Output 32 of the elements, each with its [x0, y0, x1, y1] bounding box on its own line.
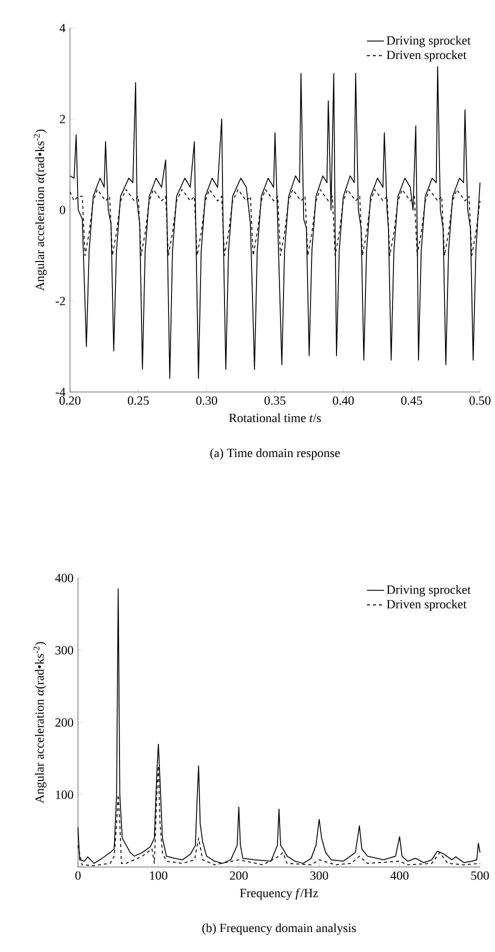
- x-tick-label: 300: [310, 871, 328, 880]
- x-tick-label: 400: [390, 871, 409, 880]
- legend-label: Driven sprocket: [386, 50, 466, 62]
- text: (b) Frequency domain analysis: [202, 923, 356, 935]
- x-tick-label: 0.50: [470, 396, 490, 405]
- y-tick-label: 2: [60, 114, 65, 124]
- text: (a) Time domain response: [210, 448, 340, 460]
- y-tick-label: 4: [60, 24, 66, 32]
- x-tick-label: 0: [75, 871, 81, 880]
- legend-label: Driving sprocket: [386, 585, 471, 596]
- x-tick-label: 0.35: [264, 396, 286, 405]
- y-axis-title: Angular acceleration α(rad•ks$^{-2}$): [34, 130, 47, 291]
- x-tick-label: 500: [471, 871, 489, 880]
- x-tick-label: 0.25: [128, 396, 149, 405]
- x-tick-label: 100: [150, 871, 168, 880]
- x-tick-label: 0.45: [401, 396, 422, 405]
- y-tick-label: 400: [55, 574, 74, 582]
- y-axis-title: Angular acceleration α(rad•ks$^{-2}$): [34, 642, 46, 804]
- y-tick-label: -2: [56, 296, 65, 306]
- x-axis-title: Frequency f/Hz: [240, 888, 318, 900]
- legend-label: Driven sprocket: [386, 600, 467, 611]
- y-tick-label: 300: [55, 646, 74, 654]
- y-tick-label: 200: [55, 718, 74, 727]
- legend-label: Driving sprocket: [386, 36, 471, 48]
- y-tick-label: -4: [56, 388, 66, 396]
- x-axis-title: Rotational time t/s: [229, 413, 321, 422]
- y-tick-label: 0: [60, 206, 66, 214]
- x-tick-label: 0.30: [196, 396, 218, 405]
- y-tick-label: 100: [56, 790, 74, 799]
- x-tick-label: 0.20: [60, 396, 80, 405]
- x-tick-label: 200: [230, 871, 248, 880]
- x-tick-label: 0.40: [332, 396, 354, 405]
